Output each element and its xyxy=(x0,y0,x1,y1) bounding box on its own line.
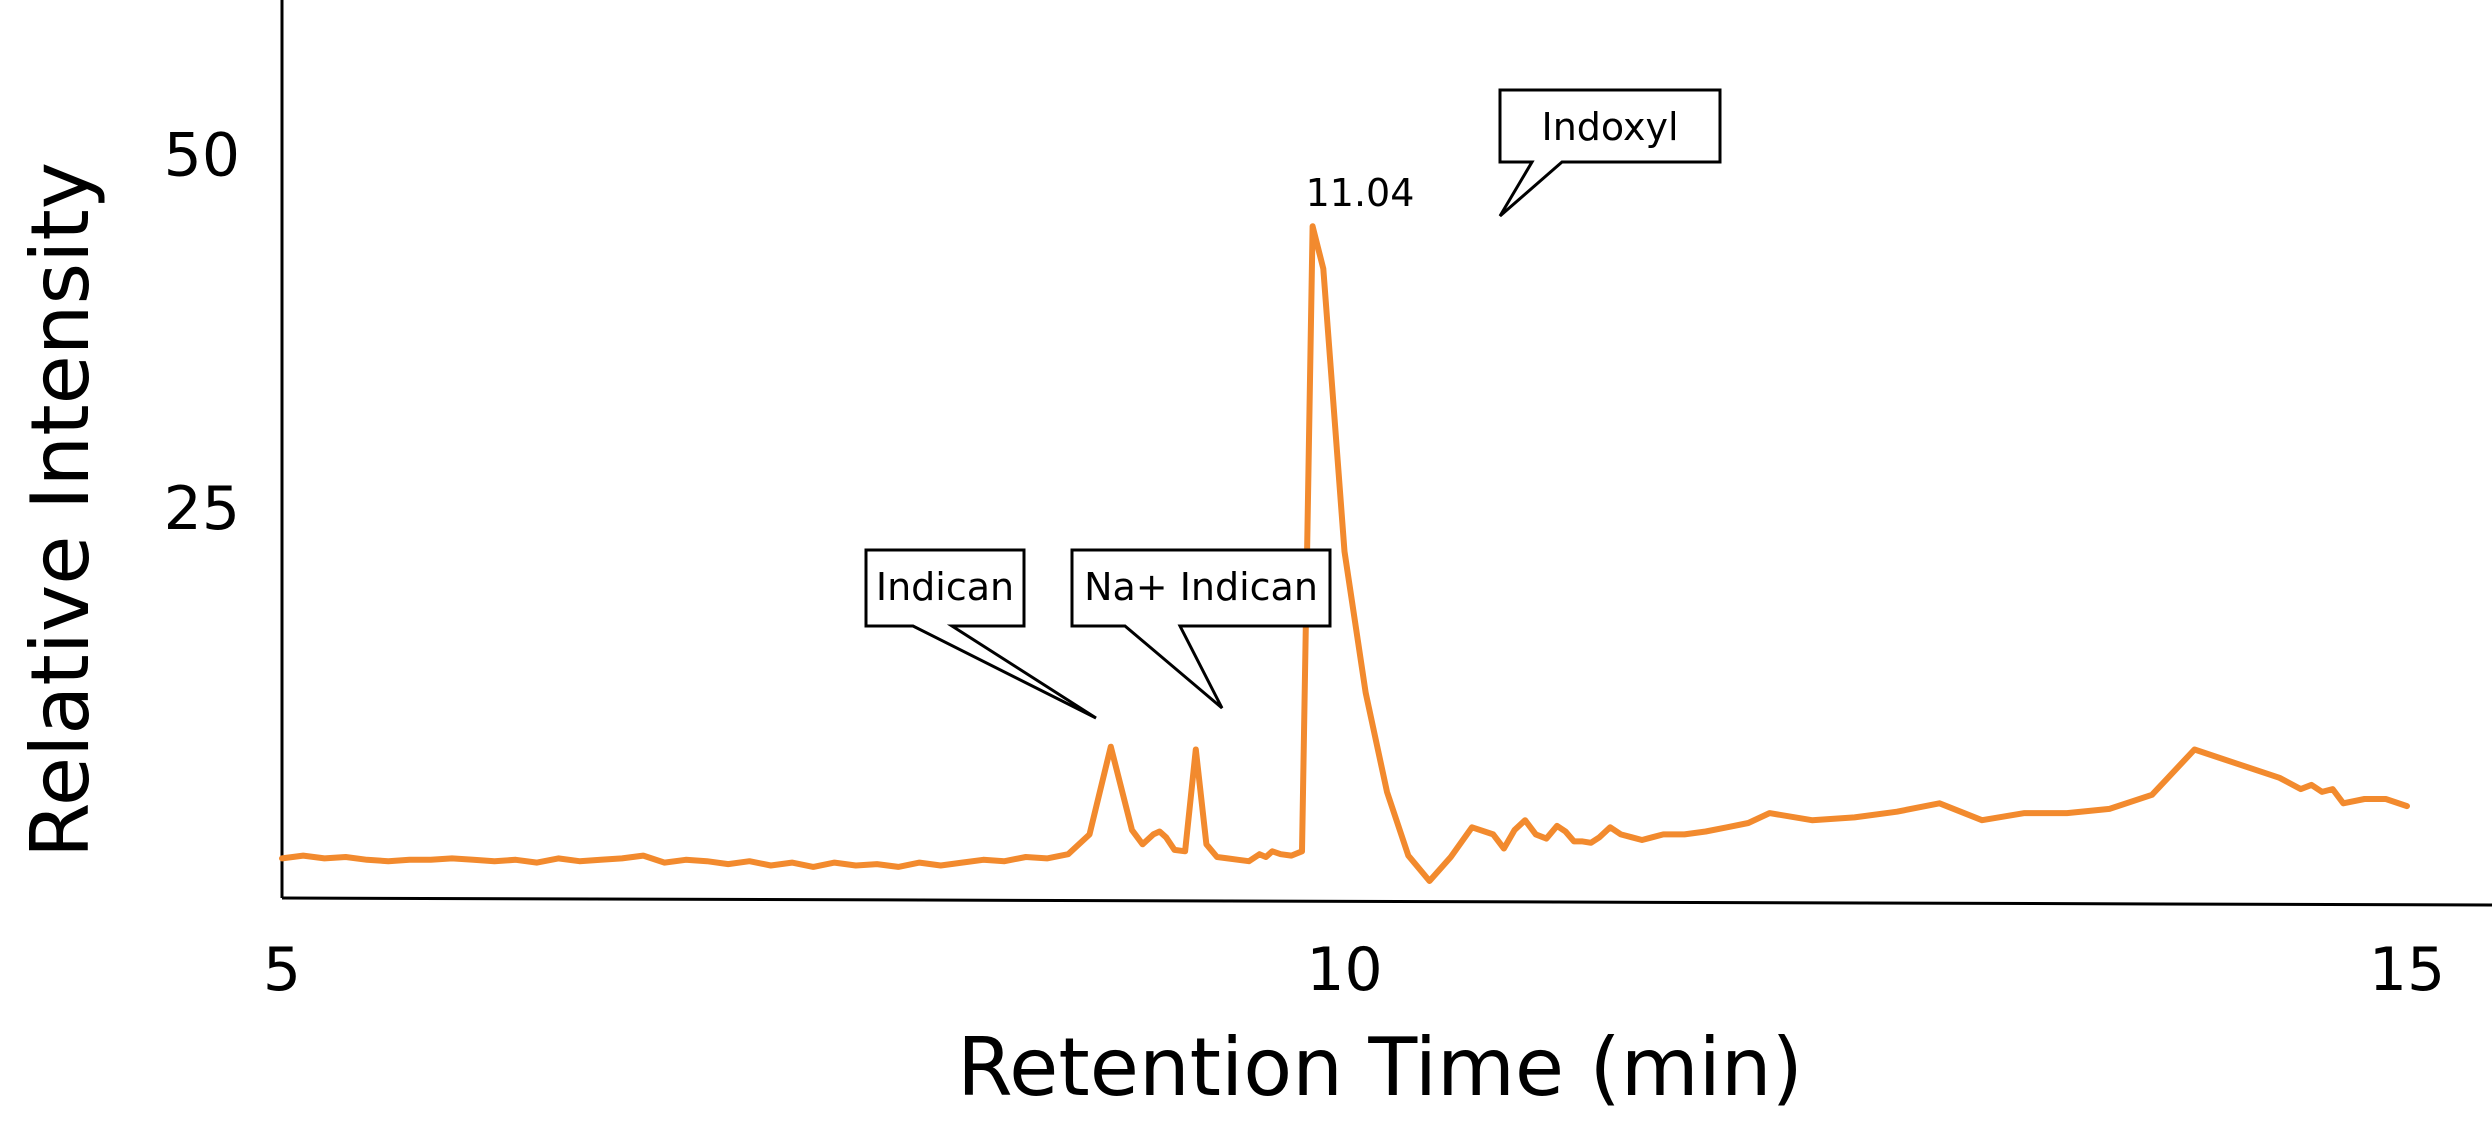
y-tick-label: 50 xyxy=(164,121,240,191)
x-tick-labels: 5 10 15 xyxy=(263,935,2445,1005)
x-axis-line xyxy=(281,896,2492,907)
series-line xyxy=(279,223,2410,884)
x-tick-label: 10 xyxy=(1306,935,1382,1005)
callout-indoxyl-label: Indoxyl xyxy=(1541,105,1678,149)
callout-indoxyl: Indoxyl xyxy=(1498,88,1722,218)
callout-na-indican: Na+ Indican xyxy=(1070,548,1332,710)
x-axis-title: Retention Time (min) xyxy=(957,1021,1803,1114)
y-tick-labels: 25 50 xyxy=(164,121,240,545)
callout-indican: Indican xyxy=(864,548,1097,720)
axes xyxy=(280,0,2492,907)
x-tick-label: 5 xyxy=(263,935,301,1005)
y-axis-title: Relative Intensity xyxy=(14,162,107,858)
y-tick-label: 25 xyxy=(164,474,240,544)
callout-indoxyl-shape xyxy=(1498,88,1722,218)
callout-na-indican-label: Na+ Indican xyxy=(1084,565,1318,609)
callout-na-indican-shape xyxy=(1070,548,1332,710)
callout-indican-shape xyxy=(864,548,1097,720)
callout-indican-label: Indican xyxy=(876,565,1014,609)
x-tick-label: 15 xyxy=(2369,935,2445,1005)
peak-retention-label: 11.04 xyxy=(1306,171,1415,215)
